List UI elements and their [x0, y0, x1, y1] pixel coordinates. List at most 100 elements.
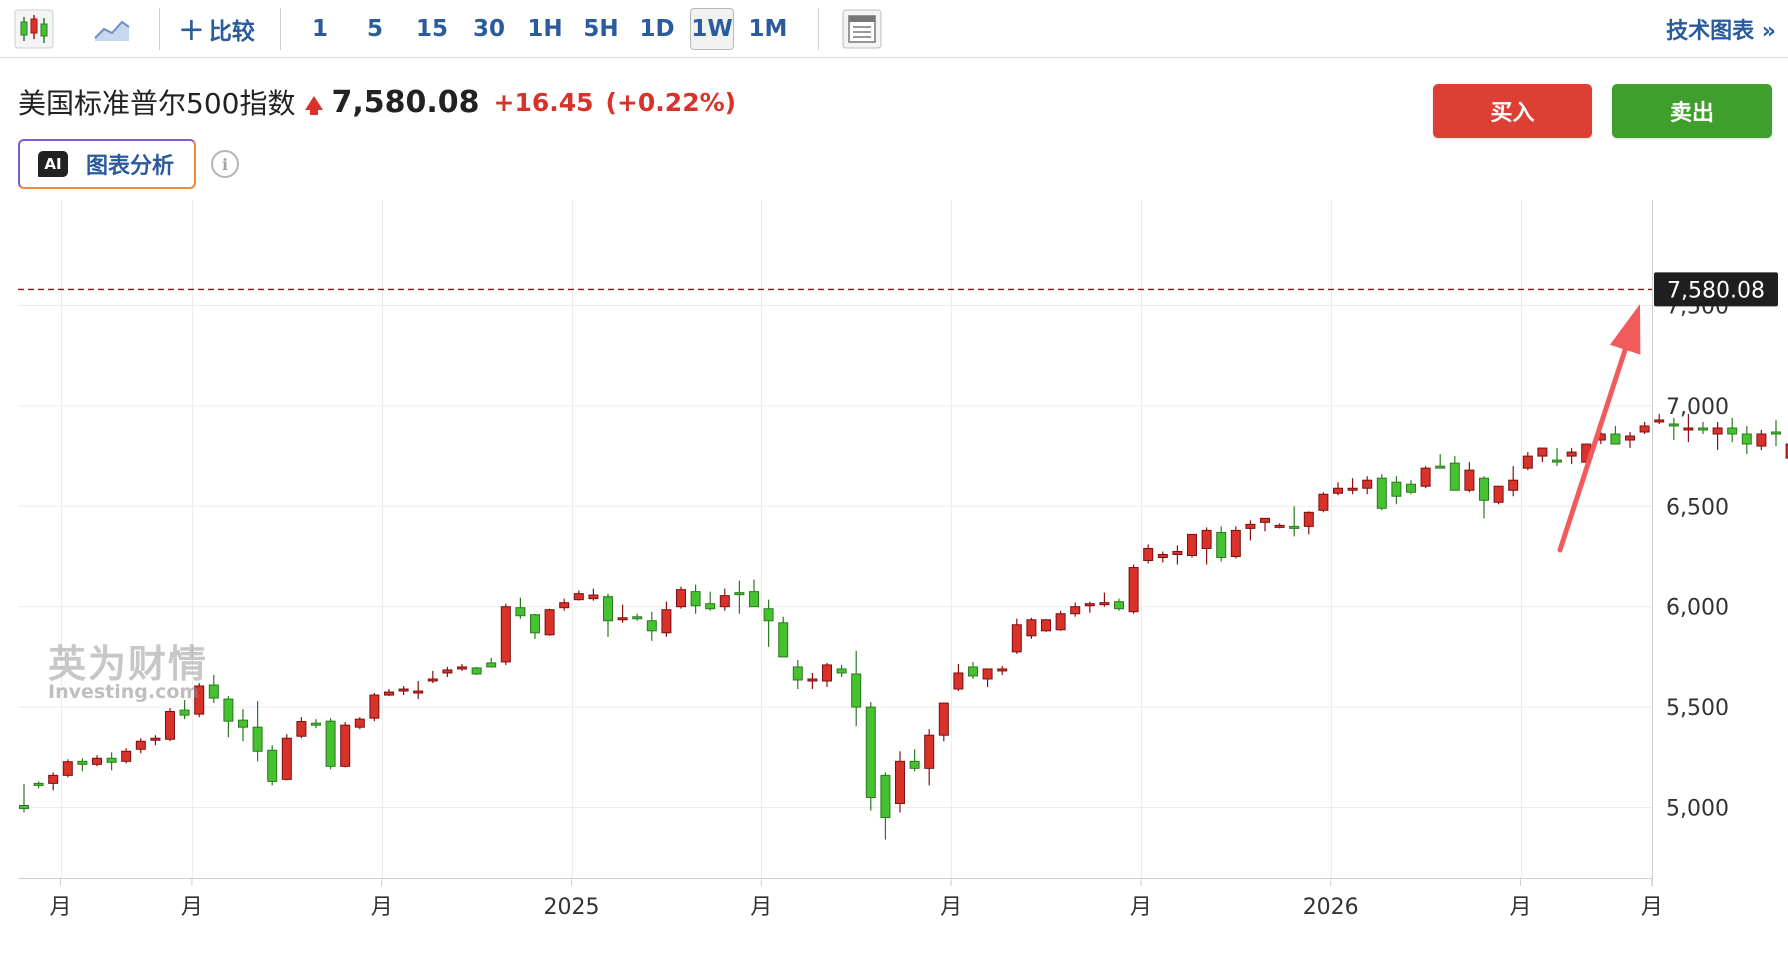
candle-body	[661, 609, 672, 634]
candle	[1245, 520, 1256, 541]
candle-body	[1245, 523, 1256, 529]
candle	[1376, 474, 1387, 511]
candle-body	[296, 721, 307, 737]
candle-body	[1289, 525, 1300, 529]
interval-1h[interactable]: 1H	[527, 16, 563, 42]
candle	[573, 590, 584, 601]
sell-button[interactable]: 卖出	[1612, 84, 1772, 138]
y-tick-label: 5,500	[1666, 696, 1729, 721]
candlestick-icon[interactable]	[12, 8, 56, 50]
candle	[982, 668, 993, 688]
candle	[1260, 517, 1270, 532]
candle-body	[1712, 427, 1723, 435]
candle	[792, 659, 803, 690]
candle	[968, 661, 978, 679]
candle-body	[1333, 487, 1343, 494]
tech-chart-link[interactable]: 技术图表 »	[1666, 19, 1776, 44]
candle	[719, 588, 730, 611]
candle-body	[1625, 435, 1635, 441]
candle	[1683, 413, 1694, 443]
candle-body	[354, 718, 365, 728]
candle-body	[1566, 451, 1577, 457]
x-tick-label: 月	[371, 895, 393, 920]
candle	[1011, 618, 1022, 654]
candle-body	[281, 737, 292, 780]
candle-body	[208, 684, 219, 699]
candle-body	[106, 757, 117, 763]
candle	[544, 608, 555, 636]
candle-body	[1376, 477, 1387, 509]
template-icon[interactable]	[840, 8, 884, 50]
x-tick-label: 月	[1641, 895, 1663, 920]
candle-body	[632, 616, 643, 620]
candle-body	[135, 740, 146, 750]
candle-body	[500, 606, 511, 663]
candle-body	[895, 760, 905, 804]
candle	[1114, 598, 1124, 611]
candle-body	[267, 749, 278, 782]
candle	[369, 693, 380, 722]
candle-body	[792, 666, 803, 681]
candle	[1318, 492, 1329, 513]
interval-30[interactable]: 30	[472, 16, 505, 42]
candle-body	[1201, 529, 1212, 549]
interval-1m[interactable]: 1M	[748, 16, 788, 42]
candle-body	[325, 720, 336, 767]
interval-5[interactable]: 5	[366, 16, 383, 42]
interval-5h[interactable]: 5H	[583, 16, 619, 42]
candle	[179, 700, 190, 720]
candle-body	[62, 761, 73, 776]
candle-body	[1187, 533, 1197, 556]
info-icon[interactable]: i	[211, 150, 239, 178]
candle	[457, 663, 467, 671]
interval-1[interactable]: 1	[311, 16, 328, 42]
candle-body	[340, 724, 351, 767]
candle	[1741, 425, 1752, 455]
annotation-arrow-head	[1609, 304, 1641, 355]
candle	[1041, 619, 1051, 632]
candle	[48, 772, 59, 791]
candle	[895, 751, 905, 813]
compare-button[interactable]: + 比较	[178, 8, 255, 50]
candle-body	[1303, 511, 1314, 527]
candle-body	[1099, 602, 1110, 606]
x-tick-label: 月	[49, 895, 71, 920]
candle	[749, 579, 759, 608]
interval-15[interactable]: 15	[415, 16, 448, 42]
candle	[1187, 533, 1197, 558]
price-chart[interactable]: 5,0005,5006,0006,5007,0007,500月月月 2025 月月月…	[0, 200, 1788, 960]
candle-body	[1522, 455, 1533, 469]
candle	[77, 758, 88, 772]
candle	[1391, 476, 1402, 505]
candle-body	[92, 757, 102, 765]
candle-body	[238, 719, 248, 728]
toolbar-separator	[280, 8, 281, 50]
candle-body	[1479, 477, 1489, 501]
candle	[807, 672, 818, 690]
area-chart-icon[interactable]	[90, 8, 134, 50]
candle	[1157, 551, 1168, 563]
ai-chart-analysis-button[interactable]: AI 图表分析	[18, 139, 196, 189]
candle	[1435, 454, 1446, 469]
candle-body	[1347, 487, 1358, 491]
candle	[1333, 482, 1343, 496]
candle	[1362, 476, 1373, 495]
candle-body	[1493, 485, 1504, 503]
candle-body	[384, 691, 394, 696]
candle-body	[953, 672, 964, 690]
candle	[340, 722, 351, 768]
candle-body	[997, 668, 1008, 672]
interval-1d[interactable]: 1D	[639, 16, 675, 42]
buy-button[interactable]: 买入	[1433, 84, 1592, 138]
candle-body	[1610, 433, 1621, 445]
candle-body	[559, 602, 570, 609]
candle-body	[442, 669, 453, 674]
y-tick-label: 6,500	[1666, 495, 1729, 520]
candle-body	[705, 603, 716, 610]
candle	[938, 702, 949, 742]
candle	[1026, 617, 1037, 639]
interval-1w[interactable]: 1W	[690, 8, 734, 50]
candle	[1639, 421, 1650, 435]
candle-body	[938, 702, 949, 736]
candle	[865, 702, 876, 811]
